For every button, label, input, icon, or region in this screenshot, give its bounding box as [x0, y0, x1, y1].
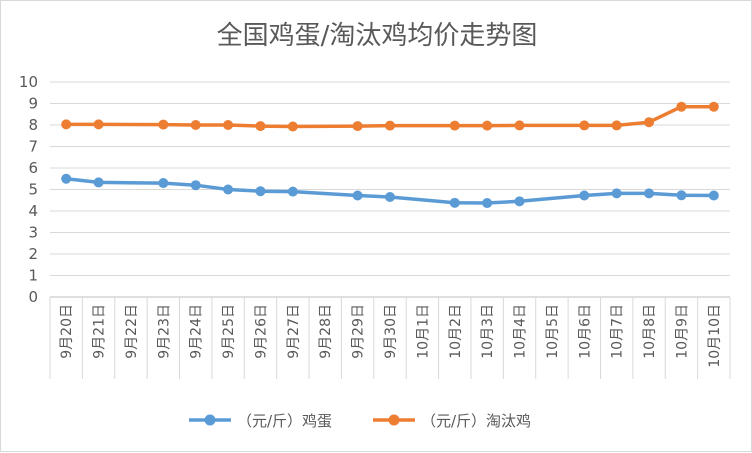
y-tick-label: 6 [28, 159, 38, 177]
y-tick-label: 10 [19, 73, 38, 91]
data-point-series-1 [61, 119, 72, 130]
y-tick-label: 4 [28, 202, 38, 220]
data-point-series-1 [514, 120, 525, 131]
data-point-series-0 [255, 186, 266, 197]
y-tick-label: 8 [28, 116, 38, 134]
x-tick-label: 10月3日 [480, 304, 496, 359]
x-tick-label: 9月23日 [156, 304, 172, 359]
x-tick-label: 10月6日 [577, 304, 593, 359]
data-point-series-0 [644, 188, 655, 199]
x-tick-label: 9月28日 [318, 304, 334, 359]
x-tick-label: 9月27日 [286, 304, 302, 359]
y-tick-label: 1 [28, 267, 38, 285]
data-point-series-0 [61, 173, 72, 184]
chart-title: 全国鸡蛋/淘汰鸡均价走势图 [216, 21, 538, 51]
data-point-series-1 [579, 120, 590, 131]
y-tick-label: 2 [28, 245, 38, 263]
data-point-series-0 [482, 198, 493, 209]
x-tick-label: 10月2日 [448, 304, 464, 359]
x-tick-label: 10月10日 [707, 304, 723, 368]
x-tick-label: 9月21日 [92, 304, 108, 359]
data-point-series-0 [93, 177, 104, 188]
x-tick-label: 10月8日 [642, 304, 658, 359]
data-point-series-0 [676, 190, 687, 201]
x-tick-label: 10月4日 [513, 304, 529, 359]
data-point-series-1 [287, 121, 298, 132]
y-tick-label: 9 [28, 95, 38, 113]
data-point-series-1 [93, 119, 104, 130]
data-point-series-1 [611, 120, 622, 131]
data-point-series-0 [579, 190, 590, 201]
data-point-series-0 [352, 190, 363, 201]
data-point-series-1 [676, 101, 687, 112]
data-point-series-0 [190, 180, 201, 191]
x-tick-label: 10月1日 [415, 304, 431, 359]
data-point-series-1 [482, 120, 493, 131]
data-point-series-1 [352, 121, 363, 132]
data-point-series-1 [708, 101, 719, 112]
x-tick-label: 10月7日 [610, 304, 626, 359]
x-tick-label: 9月20日 [59, 304, 75, 359]
x-tick-label: 9月29日 [351, 304, 367, 359]
x-tick-label: 9月22日 [124, 304, 140, 359]
data-point-series-0 [385, 192, 395, 203]
data-point-series-0 [287, 186, 298, 197]
x-tick-label: 9月26日 [253, 304, 269, 359]
data-point-series-1 [255, 121, 266, 132]
x-tick-label: 9月30日 [383, 304, 399, 359]
data-point-series-0 [449, 197, 460, 208]
legend-label: （元/斤）鸡蛋 [237, 412, 332, 430]
data-point-series-0 [708, 190, 719, 201]
y-tick-label: 5 [28, 181, 38, 199]
data-point-series-0 [611, 188, 622, 199]
data-point-series-1 [158, 119, 169, 130]
data-point-series-1 [644, 117, 655, 128]
y-tick-label: 3 [28, 224, 38, 242]
x-tick-label: 9月24日 [189, 304, 205, 359]
legend-swatch-marker [388, 414, 400, 426]
data-point-series-1 [385, 120, 395, 131]
x-tick-label: 10月9日 [674, 304, 690, 359]
y-tick-label: 0 [28, 288, 38, 306]
x-tick-label: 10月5日 [545, 304, 561, 359]
data-point-series-0 [158, 178, 169, 189]
data-point-series-1 [190, 120, 201, 130]
data-point-series-1 [449, 120, 460, 131]
legend-label: （元/斤）淘汰鸡 [421, 412, 531, 430]
y-tick-label: 7 [28, 138, 38, 156]
legend-swatch-marker [204, 414, 216, 426]
data-point-series-1 [223, 120, 234, 130]
data-point-series-0 [223, 184, 234, 195]
x-tick-label: 9月25日 [221, 304, 237, 359]
data-point-series-0 [514, 196, 525, 207]
